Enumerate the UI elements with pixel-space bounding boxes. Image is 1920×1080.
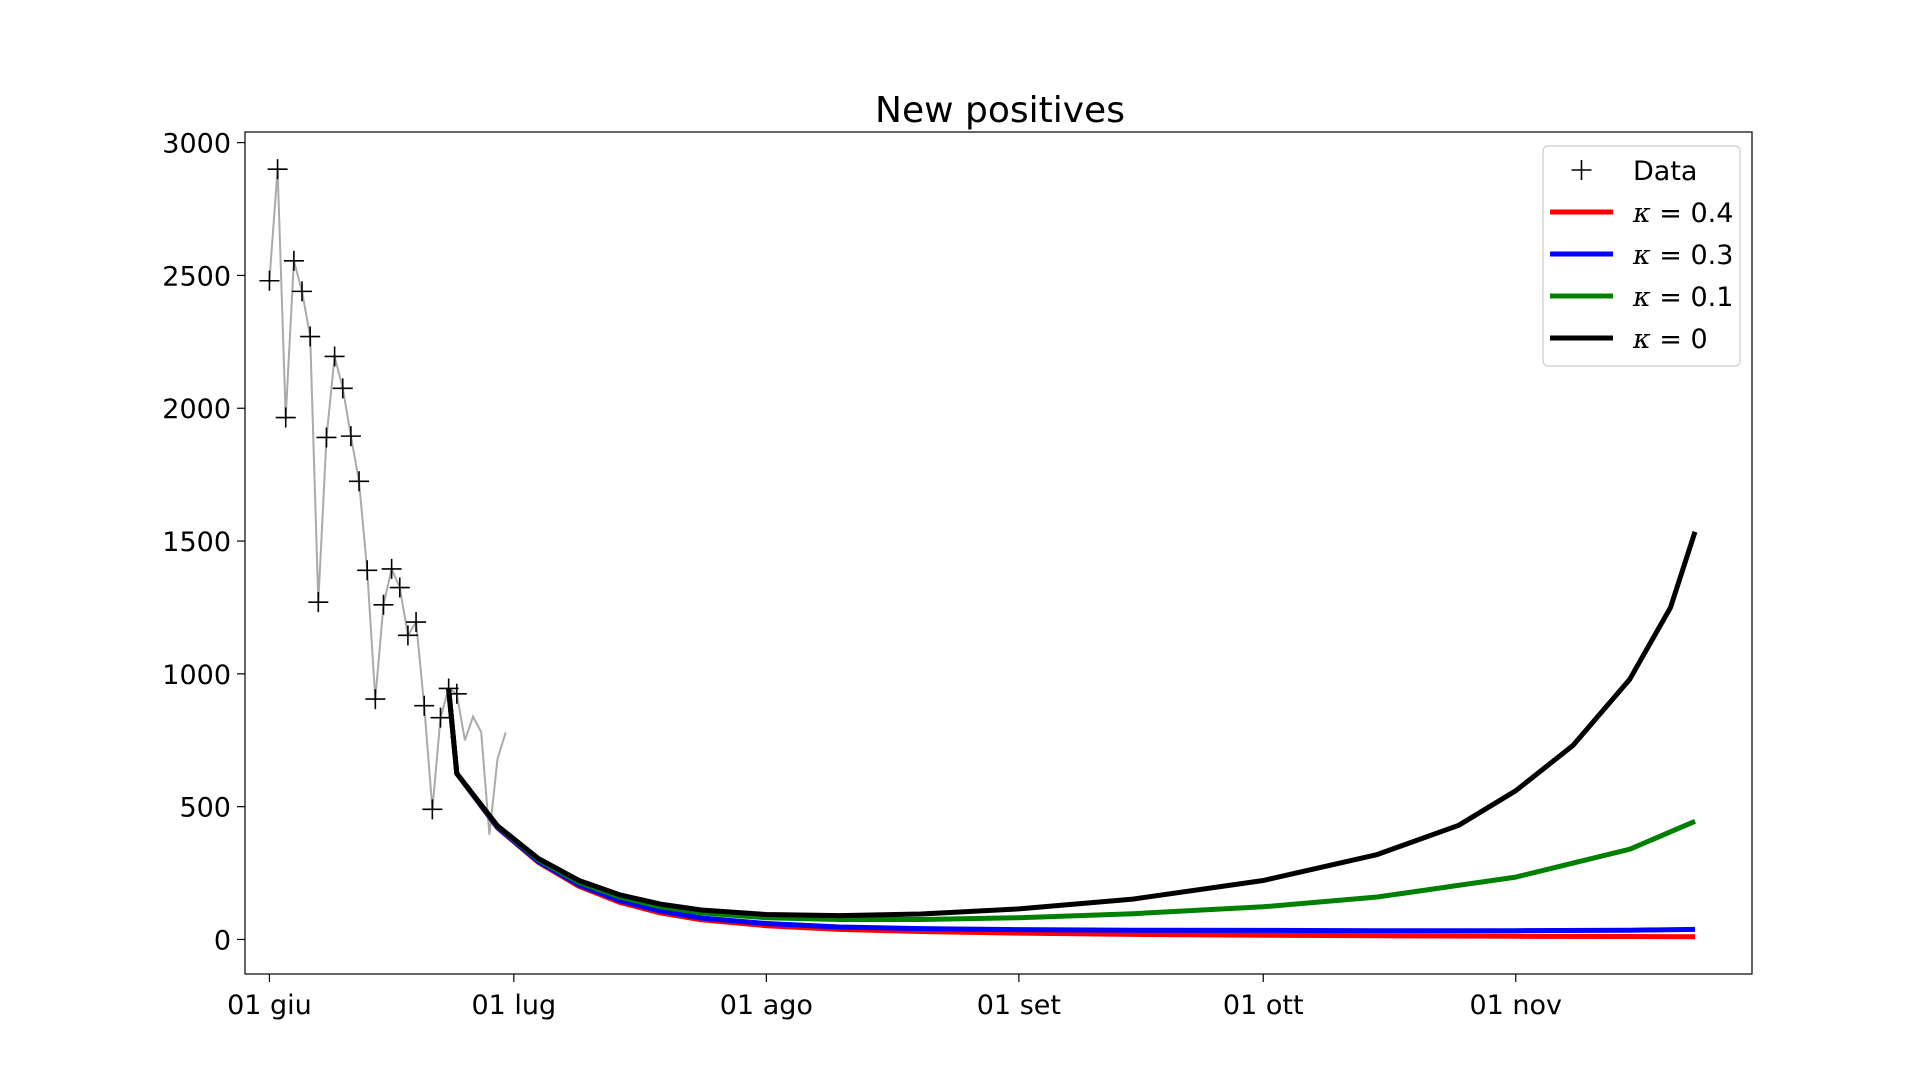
y-tick-label: 0	[214, 925, 231, 956]
data-point-3	[283, 250, 304, 271]
x-tick-label: 01 giu	[227, 990, 312, 1021]
x-tick-label: 01 ago	[720, 990, 813, 1021]
legend-label-1: κ = 0.3	[1632, 240, 1733, 271]
chart-title: New positives	[875, 90, 1125, 131]
data-point-8	[324, 346, 345, 367]
data-point-20	[422, 799, 443, 820]
data-point-13	[365, 689, 386, 710]
kappa-value: = 0.3	[1651, 240, 1734, 271]
data-point-5	[300, 326, 321, 347]
data-point-6	[308, 592, 329, 613]
data-point-1	[267, 159, 288, 180]
y-tick-label: 1500	[162, 527, 231, 558]
axes: 01 giu 01 lug 01 ago 01 set 01 ott 01 nov 0 500…	[162, 129, 1753, 1021]
kappa-value: = 0.1	[1651, 282, 1734, 313]
kappa-symbol: κ	[1632, 282, 1651, 313]
legend-box	[1542, 145, 1741, 367]
legend-label-2: κ = 0.1	[1632, 282, 1733, 313]
x-tick-label: 01 nov	[1469, 990, 1562, 1021]
data-point-0	[259, 270, 280, 291]
series-line-3	[446, 531, 1698, 919]
kappa-symbol: κ	[1632, 240, 1651, 271]
plot-area	[259, 159, 1698, 940]
data-point-22	[438, 678, 459, 699]
data-point-18	[406, 612, 427, 633]
series-line-1	[446, 688, 1696, 934]
data-point-17	[397, 625, 418, 646]
kappa-value: = 0	[1651, 324, 1708, 355]
data-point-23	[446, 683, 467, 704]
y-tick-label: 2000	[162, 394, 231, 425]
x-tick-label: 01 set	[977, 990, 1061, 1021]
data-point-19	[414, 695, 435, 716]
data-point-14	[373, 594, 394, 615]
data-point-7	[316, 427, 337, 448]
legend-label-data: Data	[1633, 156, 1697, 187]
series-line-2	[446, 688, 1696, 922]
x-tick-label: 01 ott	[1223, 990, 1304, 1021]
legend-label-0: κ = 0.4	[1632, 198, 1733, 229]
kappa-symbol: κ	[1632, 198, 1651, 229]
y-tick-label: 3000	[162, 129, 231, 160]
kappa-symbol: κ	[1632, 324, 1651, 355]
legend-label-3: κ = 0	[1632, 324, 1708, 355]
data-point-9	[332, 378, 353, 399]
kappa-value: = 0.4	[1651, 198, 1734, 229]
data-point-12	[357, 560, 378, 581]
legend-marker-data	[1571, 160, 1592, 180]
data-point-4	[292, 281, 313, 302]
data-point-16	[389, 577, 410, 598]
data-point-15	[381, 558, 402, 579]
data-point-11	[349, 471, 370, 492]
data-point-2	[275, 407, 296, 428]
raw-data-line	[268, 169, 507, 835]
y-tick-label: 2500	[162, 261, 231, 292]
data-point-21	[430, 707, 451, 728]
y-tick-label: 1000	[162, 660, 231, 691]
data-point-10	[340, 426, 361, 447]
y-tick-label: 500	[179, 793, 231, 824]
x-tick-label: 01 lug	[471, 990, 556, 1021]
axes-frame	[244, 131, 1753, 975]
